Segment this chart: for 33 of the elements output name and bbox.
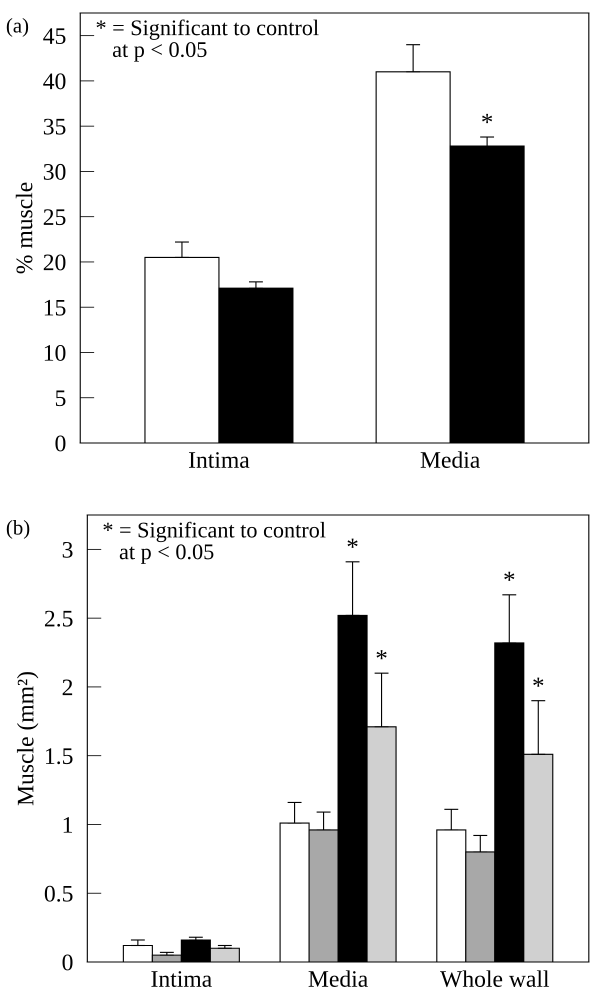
annotation: * = Significant to control at p < 0.05: [103, 522, 326, 564]
x-tick-label: Whole wall: [440, 970, 550, 988]
data-label: *: [376, 650, 387, 660]
y-tick-label: 1: [64, 817, 72, 833]
x-tick-label: Intima: [151, 971, 212, 987]
y-tick-label: 20: [44, 254, 66, 270]
y-tick-label: 10: [44, 344, 66, 361]
y-tick-label: 30: [44, 164, 66, 180]
data-label: *: [348, 538, 358, 548]
annotation: * = Significant to control at p < 0.05: [96, 19, 319, 62]
data-label: *: [482, 114, 492, 124]
y-tick-label: 0: [55, 435, 66, 452]
y-tick-label: 0: [62, 954, 73, 970]
y-tick-label: 45: [43, 28, 66, 44]
data-label: *: [533, 678, 544, 687]
y-tick-label: 0.5: [44, 886, 73, 902]
chart-title: (a): [6, 18, 28, 37]
y-tick-label: 5: [56, 390, 66, 406]
chart-title: (b): [6, 520, 30, 539]
data-label: *: [504, 572, 514, 581]
y-tick-label: 3: [62, 542, 73, 558]
y-axis-title: Muscle (mm²): [16, 672, 38, 806]
x-tick-label: Media: [308, 970, 368, 987]
x-tick-label: Media: [420, 451, 480, 468]
y-tick-label: 2.5: [44, 610, 73, 627]
y-tick-label: 25: [44, 209, 66, 226]
y-tick-label: 35: [44, 118, 66, 135]
y-tick-label: 1.5: [46, 748, 73, 764]
x-tick-label: Intima: [188, 452, 250, 468]
y-tick-label: 40: [43, 73, 66, 90]
y-axis-title: % muscle: [16, 182, 32, 274]
y-tick-label: 2: [62, 679, 72, 696]
y-tick-label: 15: [44, 300, 66, 316]
